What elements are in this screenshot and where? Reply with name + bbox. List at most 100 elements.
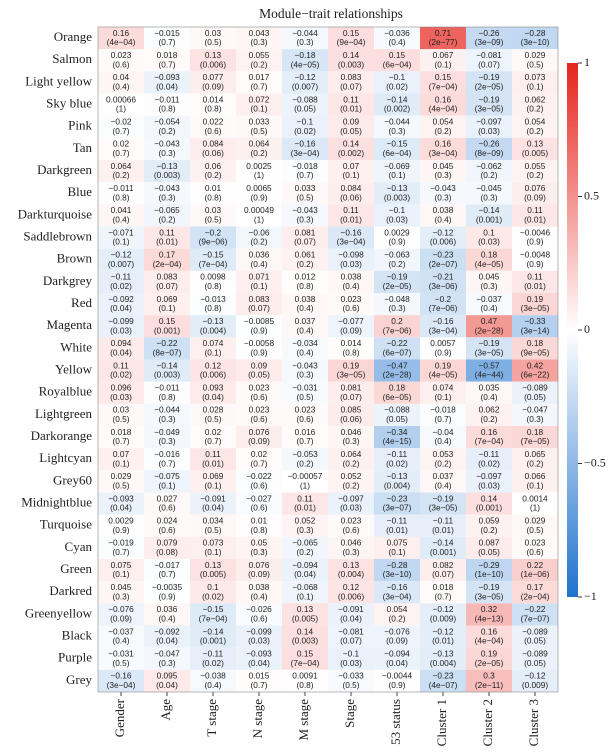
cell-pvalue: (0.04) — [156, 680, 178, 690]
cell-pvalue: (0.06) — [202, 148, 224, 158]
cell-value: −0.044 — [384, 117, 410, 127]
cell — [374, 359, 420, 382]
cell-value: −0.011 — [109, 183, 134, 193]
plot-border — [97, 26, 559, 693]
cell-pvalue: (0.6) — [296, 414, 313, 424]
cell-value: 0.055 — [249, 50, 270, 60]
cell — [190, 27, 236, 50]
cell-pvalue: (3e−04) — [429, 325, 458, 335]
cell-pvalue: (0.02) — [110, 281, 132, 291]
cell-pvalue: (0.6) — [158, 525, 175, 535]
cell-pvalue: (0.6) — [158, 503, 175, 513]
cell — [374, 603, 420, 626]
row-label: Darkgreen — [37, 162, 92, 177]
cell-value: −0.036 — [384, 28, 410, 38]
cell — [374, 204, 420, 227]
cell — [420, 115, 466, 138]
cell-pvalue: (0.001) — [154, 325, 181, 335]
cell-value: −0.16 — [341, 227, 362, 237]
cell-value: −0.043 — [430, 183, 456, 193]
row-label: Darkgrey — [43, 273, 93, 288]
cell-pvalue: (0.07) — [340, 636, 362, 646]
cell-value: 0.038 — [295, 294, 316, 304]
cell-value: 0.036 — [249, 250, 270, 260]
cell-pvalue: (0.5) — [296, 392, 313, 402]
cell-pvalue: (0.3) — [250, 37, 267, 47]
cell-pvalue: (0.4) — [480, 392, 497, 402]
cell-value: 0.04 — [113, 72, 130, 82]
cell-value: 0.03 — [205, 205, 222, 215]
cell-value: −0.12 — [433, 604, 454, 614]
cell — [328, 448, 374, 471]
cell — [282, 381, 328, 404]
cell-pvalue: (0.1) — [112, 458, 129, 468]
cell-value: −0.2 — [435, 294, 452, 304]
cell-value: −0.16 — [433, 316, 454, 326]
cell-value: 0.14 — [481, 493, 498, 503]
row-label: Purple — [58, 650, 92, 665]
row-label: Grey60 — [53, 472, 92, 487]
cell-pvalue: (0.3) — [158, 658, 175, 668]
cell-value: 0.18 — [481, 250, 498, 260]
cell — [328, 71, 374, 94]
cell-pvalue: (1) — [116, 104, 126, 114]
cell-pvalue: (0.1) — [296, 591, 313, 601]
cell — [190, 337, 236, 360]
cell — [236, 536, 282, 559]
cell-pvalue: (0.02) — [110, 370, 132, 380]
cell — [282, 559, 328, 582]
cell-pvalue: (0.5) — [112, 414, 129, 424]
cell-value: 0.018 — [111, 427, 132, 437]
cell-value: 0.052 — [341, 471, 362, 481]
cell — [420, 514, 466, 537]
cell — [98, 49, 144, 72]
cell-pvalue: (0.2) — [526, 170, 543, 180]
cell-value: −0.14 — [157, 360, 178, 370]
cell — [328, 647, 374, 670]
cell — [144, 160, 190, 183]
cell-value: −0.1 — [389, 72, 406, 82]
cell-value: −0.16 — [295, 139, 316, 149]
cell-value: 0.082 — [433, 560, 454, 570]
cell — [98, 514, 144, 537]
cell-value: −0.13 — [387, 471, 408, 481]
cell — [98, 359, 144, 382]
cell-pvalue: (0.03) — [340, 658, 362, 668]
cell — [236, 137, 282, 160]
cell-pvalue: (0.3) — [434, 192, 451, 202]
cell-value: 0.11 — [527, 205, 543, 215]
cell-pvalue: (0.004) — [338, 569, 365, 579]
cell-value: −0.26 — [479, 28, 500, 38]
cell-pvalue: (0.9) — [388, 680, 405, 690]
cell — [374, 581, 420, 604]
row-label: Pink — [68, 118, 92, 133]
cell-pvalue: (0.1) — [526, 81, 543, 91]
cell-pvalue: (3e−10) — [521, 37, 550, 47]
cell-pvalue: (0.9) — [250, 325, 267, 335]
cell-pvalue: (0.6) — [526, 547, 543, 557]
cell-value: −0.19 — [433, 493, 454, 503]
cell — [236, 426, 282, 449]
cell-value: 0.065 — [525, 449, 546, 459]
cell-value: −0.094 — [292, 560, 318, 570]
cell-value: 0.038 — [433, 205, 454, 215]
x-tick-label: Stage — [342, 699, 357, 728]
cell-value: 0.023 — [525, 538, 546, 548]
cell-value: −0.13 — [387, 183, 408, 193]
cell-value: −0.075 — [154, 471, 180, 481]
cell — [374, 182, 420, 205]
cell-value: 0.033 — [249, 117, 270, 127]
cell — [512, 115, 558, 138]
cell-pvalue: (0.7) — [296, 436, 313, 446]
cell-pvalue: (0.02) — [202, 658, 224, 668]
row-label: Tan — [73, 140, 93, 155]
cell — [420, 426, 466, 449]
cell — [420, 603, 466, 626]
cell-pvalue: (0.001) — [200, 636, 227, 646]
cell-pvalue: (0.2) — [480, 525, 497, 535]
cell — [144, 603, 190, 626]
cell — [282, 647, 328, 670]
cell-pvalue: (0.01) — [524, 281, 546, 291]
cell-pvalue: (0.3) — [296, 214, 313, 224]
cell — [420, 93, 466, 116]
